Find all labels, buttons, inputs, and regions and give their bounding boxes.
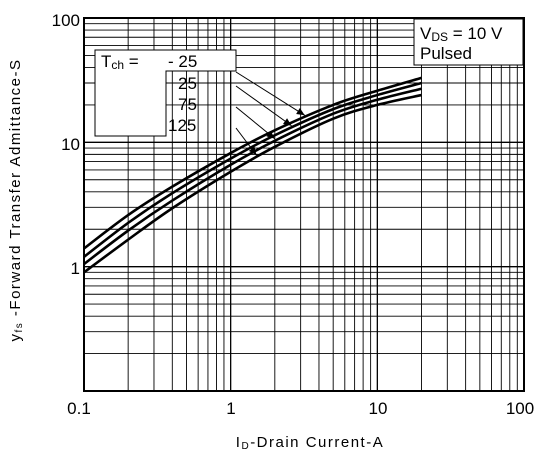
x-axis-label-sub: D: [241, 441, 250, 452]
condition-box: [413, 18, 524, 66]
series-line: [83, 93, 422, 274]
legend-title-sub: ch: [111, 58, 124, 72]
y-axis-label-rest: -Forward Transfer Admittance-S: [7, 58, 24, 321]
x-axis-label-main: I: [236, 434, 242, 451]
legend-title-main: T: [101, 52, 111, 71]
condition-vds: VDS = 10 V: [420, 24, 503, 44]
x-tick-label: 10: [369, 399, 388, 418]
legend-leader-arrow: [248, 146, 257, 156]
condition-vds-main: V: [420, 24, 432, 43]
legend-box: [94, 49, 237, 137]
x-axis-label: ID-Drain Current-A: [236, 434, 384, 452]
plot-frame: [83, 17, 525, 392]
legend-leader-line: [235, 85, 292, 127]
legend-leader-arrow: [296, 108, 305, 116]
y-axis-label: yfs -Forward Transfer Admittance-S: [7, 58, 25, 341]
condition-vds-sub: DS: [431, 30, 448, 44]
y-axis-label-sub: fs: [14, 322, 25, 333]
x-tick-label: 100: [506, 399, 534, 418]
legend-leader-arrow: [282, 118, 292, 126]
x-axis-label-rest: -Drain Current-A: [250, 434, 384, 451]
legend-entry: 75: [178, 95, 197, 114]
series-layer: [83, 76, 422, 274]
legend-leader-arrow: [266, 130, 275, 139]
legend-leader-line: [235, 106, 276, 140]
x-tick-label: 1: [226, 399, 235, 418]
condition-vds-rest: = 10 V: [448, 24, 503, 43]
legend-leaders: [235, 71, 306, 156]
legend-title-rest: =: [124, 52, 139, 71]
legend-entry: 25: [178, 74, 197, 93]
x-tick-label: 0.1: [67, 399, 91, 418]
y-tick-label: 100: [52, 11, 80, 30]
legend-leader-line: [235, 71, 306, 116]
legend-title: Tch =: [101, 52, 139, 72]
series-line: [83, 81, 422, 258]
legend-entry: - 25: [168, 52, 197, 71]
legend-entry: 125: [168, 116, 196, 135]
grid: [84, 18, 524, 391]
y-tick-label: 1: [71, 259, 80, 278]
condition-pulsed: Pulsed: [420, 44, 472, 63]
y-axis-label-main: y: [7, 333, 24, 342]
series-line: [83, 76, 422, 250]
y-tick-label: 10: [61, 135, 80, 154]
